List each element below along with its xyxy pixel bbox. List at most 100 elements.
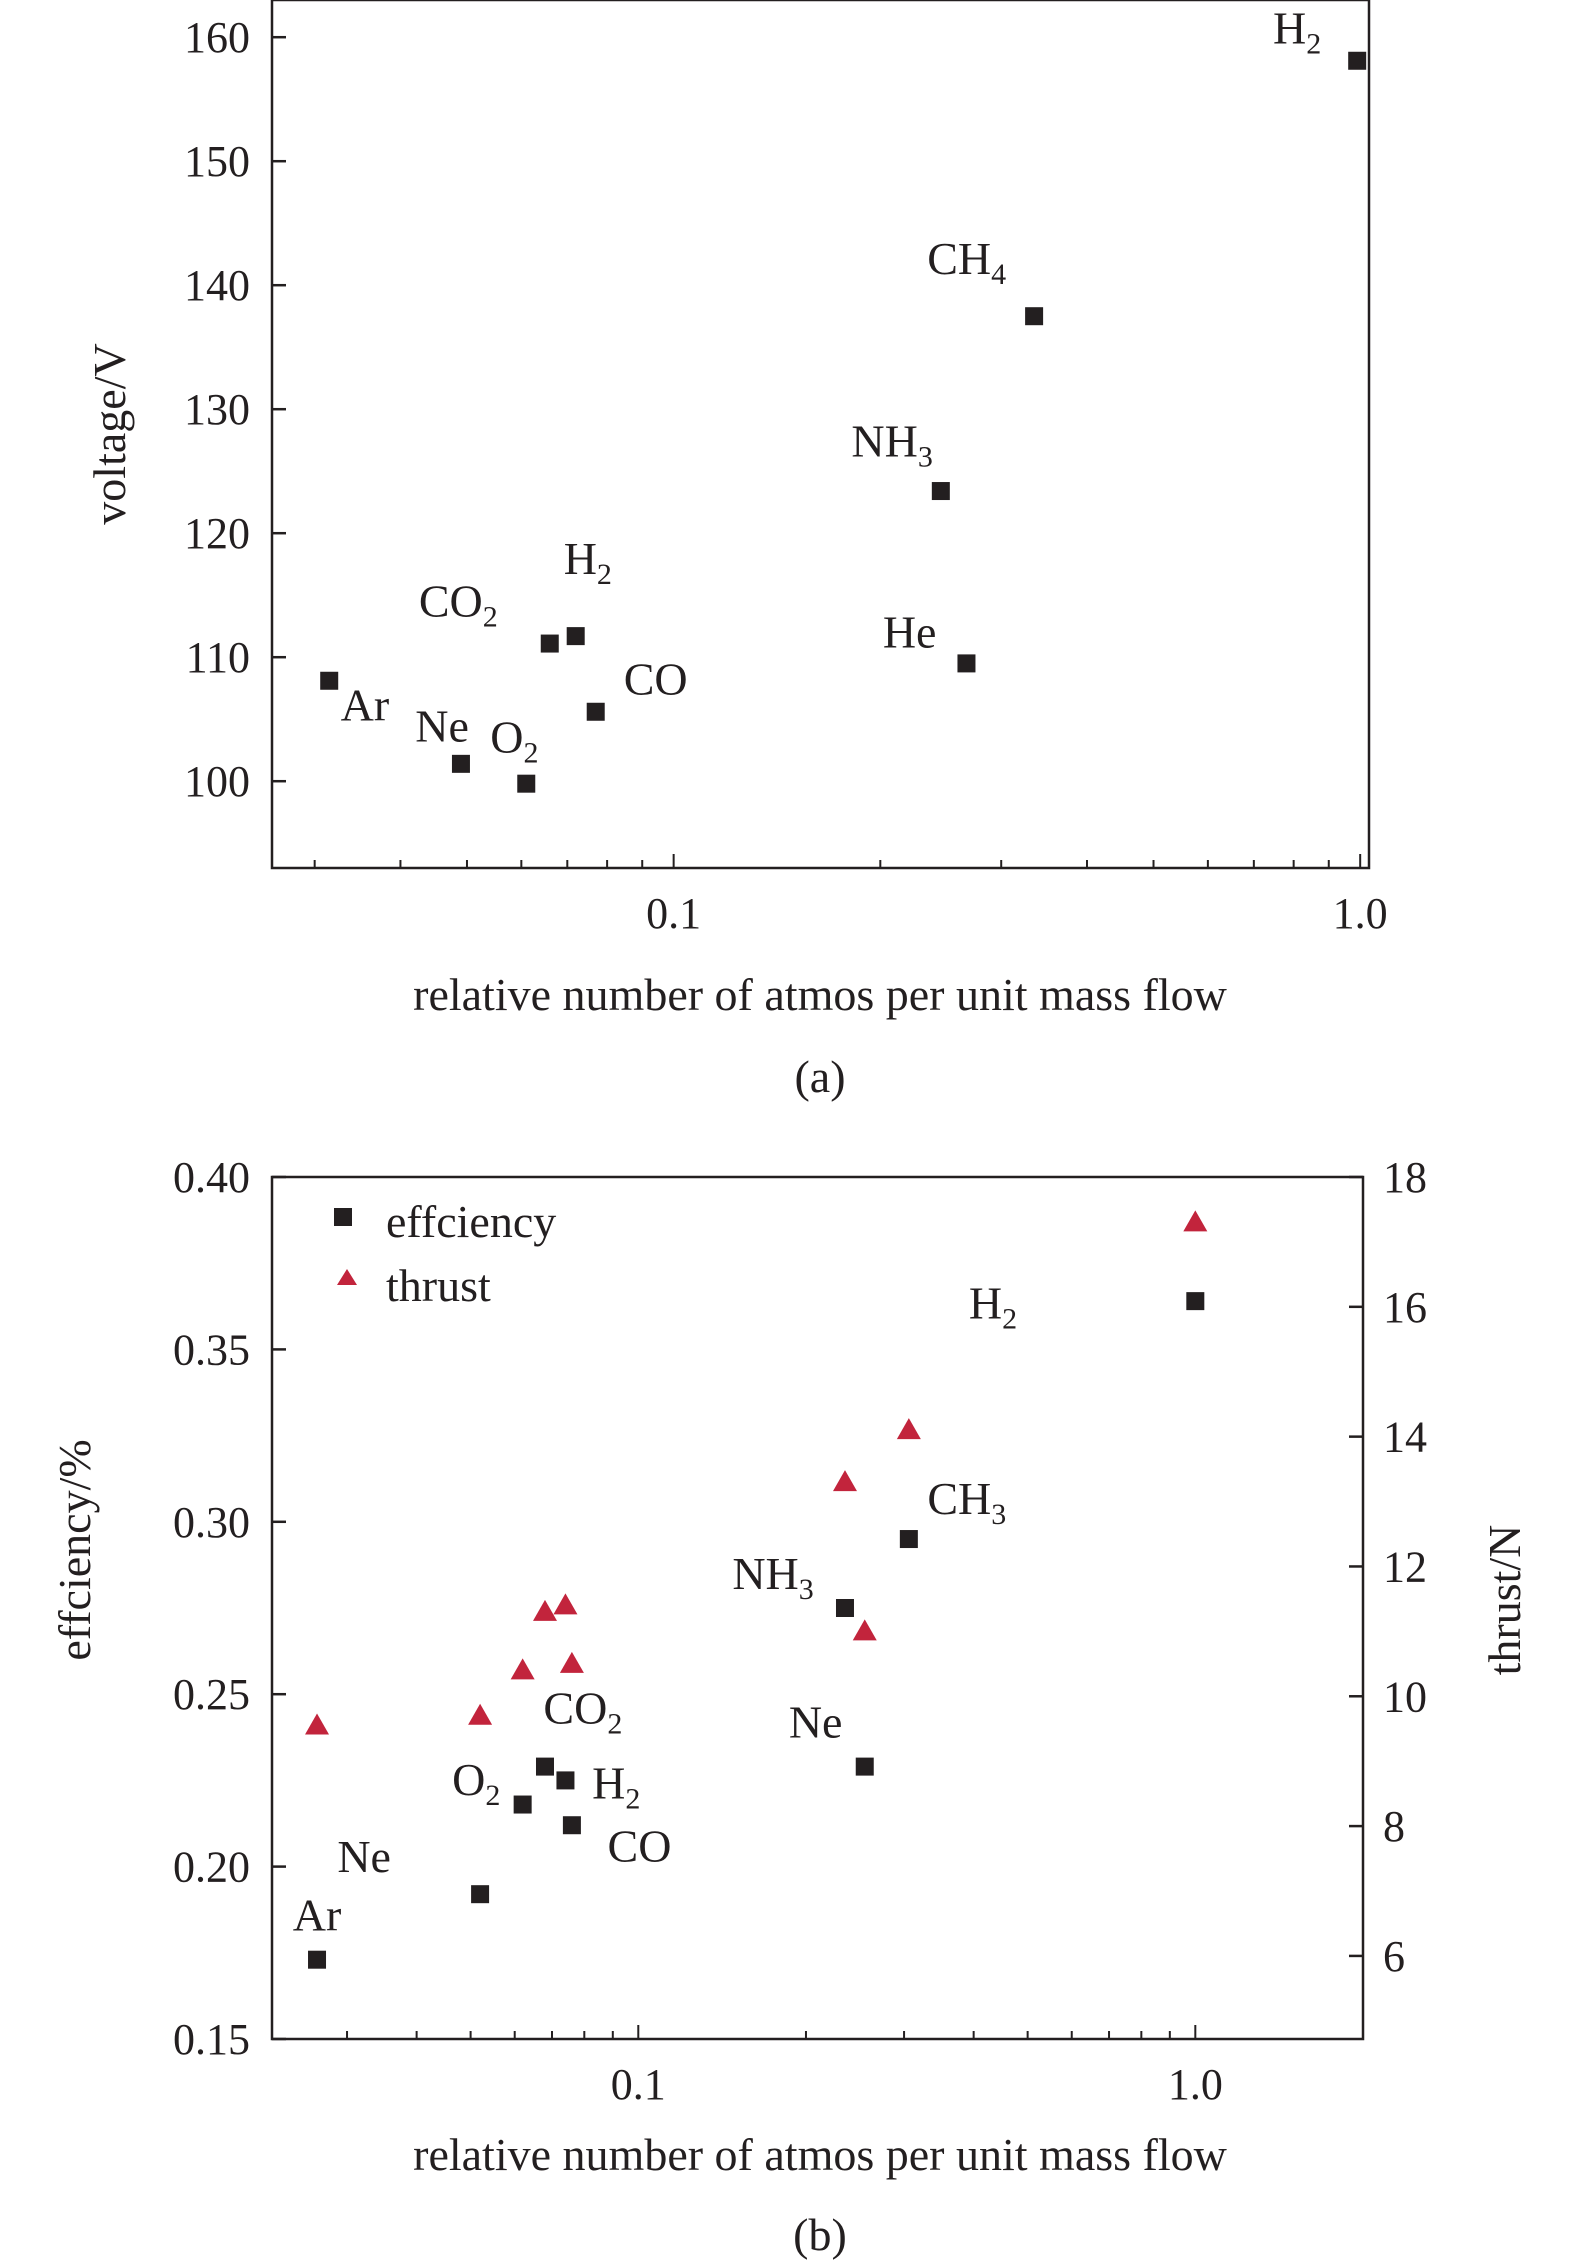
y2-tick-label-b: 16	[1383, 1283, 1427, 1332]
x-axis-ticks-a: 0.1 1.0	[313, 854, 1388, 938]
data-point-a	[1348, 51, 1367, 70]
y-tick-label-a: 160	[184, 13, 250, 62]
y-axis-title-b: effciency/%	[49, 1439, 100, 1660]
thrust-point	[553, 1593, 578, 1615]
point-label-a: NH3	[851, 415, 932, 473]
point-label-a-text: He	[883, 606, 937, 657]
y2-tick-label-b: 12	[1383, 1542, 1427, 1591]
point-label-a: CH4	[927, 233, 1006, 291]
point-label-b: NH3	[732, 1548, 813, 1606]
efficiency-point	[535, 1757, 554, 1776]
point-label-b-text: CH	[927, 1473, 991, 1524]
efficiency-point	[308, 1950, 327, 1969]
point-label-b: Ar	[293, 1889, 342, 1940]
point-label-a-subscript: 2	[483, 600, 498, 633]
efficiency-point	[899, 1530, 918, 1549]
panel-b: 0.15 0.20 0.25 0.30 0.35 0.40 6 8 10 12 14 16 18 0.…	[49, 1153, 1530, 2260]
point-label-a-text: CH	[927, 233, 991, 284]
x-tick-label-a: 0.1	[646, 889, 701, 938]
thrust-series	[305, 1210, 1208, 1735]
efficiency-point	[513, 1795, 532, 1814]
point-label-a-text: Ne	[415, 701, 469, 752]
y2-tick-label-b: 10	[1383, 1672, 1427, 1721]
thrust-point	[1183, 1210, 1208, 1232]
thrust-point	[852, 1619, 877, 1641]
point-label-b-subscript: 2	[485, 1779, 500, 1812]
legend-thrust-marker	[337, 1269, 357, 1285]
x-axis-title-b: relative number of atmos per unit mass f…	[413, 2129, 1228, 2180]
thrust-point	[532, 1599, 557, 1621]
point-label-a: H2	[1273, 2, 1321, 60]
efficiency-point	[562, 1816, 581, 1835]
y2-tick-label-b: 8	[1383, 1802, 1405, 1851]
data-point-a	[586, 702, 605, 721]
plot-frame-a	[270, 0, 1371, 870]
point-label-b-text: NH	[732, 1548, 798, 1599]
legend-efficiency-marker	[334, 1208, 352, 1226]
y-axis-ticks-b: 0.15 0.20 0.25 0.30 0.35 0.40	[173, 1153, 286, 2064]
point-label-a-text: CO	[419, 575, 483, 626]
efficiency-point	[855, 1757, 874, 1776]
point-label-b-subscript: 3	[991, 1498, 1006, 1531]
point-label-b-text: O	[452, 1754, 485, 1805]
efficiency-point	[1186, 1292, 1205, 1311]
y2-axis-title-b: thrust/N	[1479, 1525, 1530, 1676]
x-tick-label-b: 0.1	[611, 2060, 666, 2109]
point-label-b-subscript: 2	[1002, 1302, 1017, 1335]
point-label-a: O2	[490, 712, 538, 770]
efficiency-point	[471, 1885, 490, 1904]
point-label-b-subscript: 2	[607, 1708, 622, 1741]
y-tick-label-b: 0.30	[173, 1498, 250, 1547]
y-tick-label-b: 0.40	[173, 1153, 250, 1202]
x-axis-title-a: relative number of atmos per unit mass f…	[413, 969, 1228, 1020]
point-label-b: Ne	[789, 1696, 843, 1747]
point-label-b-text: H	[592, 1757, 625, 1808]
y2-tick-label-b: 14	[1383, 1413, 1427, 1462]
point-label-a-text: O	[490, 712, 523, 763]
y-tick-label-a: 150	[184, 137, 250, 186]
y2-axis-ticks-b: 6 8 10 12 14 16 18	[1349, 1153, 1427, 1981]
legend: effciency thrust	[334, 1196, 556, 1311]
point-label-b: CH3	[927, 1473, 1006, 1531]
point-label-a-subscript: 3	[918, 440, 933, 473]
point-label-a-text: CO	[624, 653, 688, 704]
point-label-b: Ne	[337, 1831, 391, 1882]
point-label-b-text: CO	[543, 1683, 607, 1734]
x-tick-label-b: 1.0	[1168, 2060, 1223, 2109]
thrust-point	[468, 1703, 493, 1725]
thrust-point	[559, 1651, 584, 1673]
y-tick-label-b: 0.20	[173, 1843, 250, 1892]
thrust-point	[832, 1470, 857, 1492]
point-label-a: H2	[564, 533, 612, 591]
y-tick-label-b: 0.35	[173, 1325, 250, 1374]
point-label-a: CO2	[419, 575, 498, 633]
point-label-a-text: Ar	[341, 679, 390, 730]
point-label-a: Ne	[415, 701, 469, 752]
point-label-a: CO	[624, 653, 688, 704]
point-label-a-subscript: 2	[1306, 27, 1321, 60]
data-point-a	[1025, 307, 1044, 326]
y-tick-label-a: 100	[184, 757, 250, 806]
point-label-b-subscript: 3	[799, 1573, 814, 1606]
data-point-a	[540, 634, 559, 653]
x-axis-ticks-b: 0.1 1.0	[346, 2025, 1364, 2109]
thrust-point	[305, 1713, 330, 1735]
data-point-a	[517, 774, 536, 793]
point-label-b: O2	[452, 1754, 500, 1812]
point-label-a-subscript: 2	[523, 737, 538, 770]
point-label-b: H2	[592, 1757, 640, 1815]
point-label-a-text: H	[1273, 2, 1306, 53]
point-label-b-text: CO	[608, 1820, 672, 1871]
point-label-b-text: Ne	[337, 1831, 391, 1882]
point-label-a: He	[883, 606, 937, 657]
x-tick-label-a: 1.0	[1333, 889, 1388, 938]
point-label-a-subscript: 2	[597, 558, 612, 591]
y-axis-title-a: voltage/V	[84, 343, 135, 524]
y-tick-label-a: 110	[186, 633, 250, 682]
y-tick-label-a: 120	[184, 509, 250, 558]
point-label-b-text: Ne	[789, 1696, 843, 1747]
thrust-point	[896, 1418, 921, 1440]
